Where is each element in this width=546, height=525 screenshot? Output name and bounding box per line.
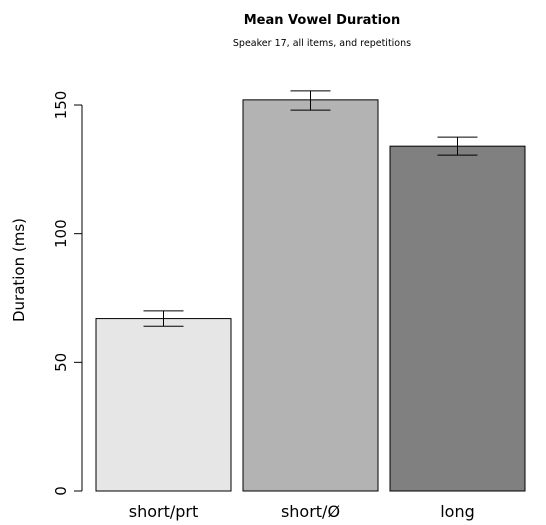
bars-group xyxy=(95,99,526,492)
bar xyxy=(95,318,232,492)
y-tick-label: 100 xyxy=(52,219,70,248)
y-tick-label: 50 xyxy=(52,353,70,372)
chart-subtitle: Speaker 17, all items, and repetitions xyxy=(233,38,411,49)
error-bars-group xyxy=(143,90,478,327)
y-tick-label: 0 xyxy=(52,486,70,496)
category-labels-group: short/prt short/Ø long xyxy=(129,502,475,521)
x-category-label: short/Ø xyxy=(281,502,340,521)
y-tick-label: 150 xyxy=(52,91,70,120)
bar xyxy=(242,99,379,492)
y-axis: 0 50 100 150 xyxy=(52,91,83,496)
bar xyxy=(389,145,526,492)
x-category-label: short/prt xyxy=(129,502,199,521)
y-axis-label: Duration (ms) xyxy=(10,218,28,322)
chart-title: Mean Vowel Duration xyxy=(244,13,400,28)
x-category-label: long xyxy=(440,502,475,521)
